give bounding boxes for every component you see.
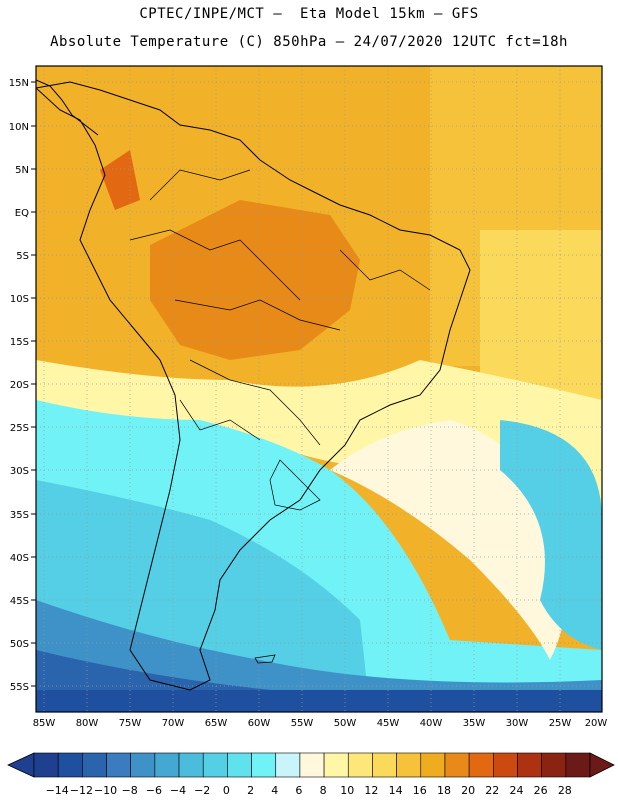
colorbar-swatch [154,752,180,778]
lat-label: 5N [15,165,29,176]
colorbar-label: −2 [194,784,210,797]
lon-label: 65W [205,718,228,729]
lat-label: 15S [10,337,29,348]
colorbar-swatch [251,752,277,778]
coastline-south-america [36,81,471,691]
lat-label: 50S [10,639,29,650]
colorbar-label: 22 [485,784,499,797]
lat-label: 25S [10,423,29,434]
colorbar-label: 24 [509,784,523,797]
lon-label: 85W [33,718,56,729]
colorbar-label: 18 [437,784,451,797]
colorbar-label: 4 [271,784,278,797]
colorbar-swatch [106,752,131,778]
lon-label: 35W [463,718,486,729]
colorbar-label: −6 [146,784,162,797]
colorbar-swatch [82,752,107,778]
lon-label: 75W [119,718,142,729]
colorbar-label: −14 [46,784,69,797]
colorbar-swatch [275,752,301,778]
lat-label: 15N [9,78,29,89]
country-borders [129,169,431,511]
falkland-islands [254,654,276,664]
lon-label: 25W [549,718,572,729]
lat-label: 40S [10,553,29,564]
colorbar-label: 20 [461,784,475,797]
lat-label: 45S [10,596,29,607]
lat-label: 55S [10,682,29,693]
lat-label: EQ [15,208,29,219]
colorbar-high-arrow [589,752,615,778]
colorbar-swatch [323,752,349,778]
colorbar-labels: −14 −12 −10 −8 −6 −4 −2 0 2 4 6 8 10 12 14 16 18 20 22 24 26… [46,784,572,797]
lon-label: 80W [76,718,99,729]
colorbar-label: −10 [94,784,117,797]
colorbar-label: −8 [122,784,138,797]
lon-label: 40W [420,718,443,729]
colorbar [7,752,615,778]
colorbar-label: 8 [320,784,327,797]
colorbar-label: 16 [413,784,427,797]
colorbar-label: 2 [247,784,254,797]
lon-label: 55W [291,718,314,729]
colorbar-swatch [347,752,373,778]
colorbar-swatch [468,752,494,778]
lon-label: 50W [334,718,357,729]
colorbar-label: 26 [534,784,548,797]
lat-label: 5S [16,251,29,262]
latitude-labels: 15N 10N 5N EQ 5S 10S 15S 20S 25S 30S 35S… [9,78,29,693]
lon-label: 30W [506,718,529,729]
colorbar-swatch [420,752,446,778]
colorbar-label: 12 [364,784,378,797]
colorbar-label: 0 [223,784,230,797]
colorbar-swatch [227,752,252,778]
colorbar-swatch [396,752,422,778]
colorbar-label: 6 [295,784,302,797]
lon-label: 70W [162,718,185,729]
colorbar-label: −12 [70,784,93,797]
map-frame [35,65,603,713]
colorbar-swatch [444,752,470,778]
colorbar-swatch [493,752,518,778]
colorbar-swatch [178,752,204,778]
lat-label: 30S [10,466,29,477]
colorbar-label: −4 [170,784,186,797]
colorbar-swatch [372,752,397,778]
colorbar-swatch [299,752,325,778]
coastline-central-america [36,79,99,136]
lat-label: 10S [10,294,29,305]
map-title-line2: Absolute Temperature (C) 850hPa – 24/07/… [50,34,568,50]
lat-label: 10N [9,122,29,133]
colorbar-low-arrow [7,752,35,778]
colorbar-swatch [33,752,59,778]
lat-label: 20S [10,380,29,391]
colorbar-swatch [57,752,83,778]
temperature-field [36,66,602,712]
longitude-labels: 85W 80W 75W 70W 65W 60W 55W 50W 45W 40W … [33,718,608,729]
colorbar-swatch [565,752,591,778]
colorbar-swatch [541,752,567,778]
map-title-line1: CPTEC/INPE/MCT – Eta Model 15km – GFS [139,6,479,22]
lon-label: 60W [248,718,271,729]
colorbar-label: 14 [389,784,403,797]
colorbar-label: 10 [340,784,354,797]
lon-label: 45W [377,718,400,729]
lat-label: 35S [10,510,29,521]
colorbar-swatch [130,752,156,778]
lon-label: 20W [585,718,608,729]
colorbar-swatch [517,752,542,778]
colorbar-swatch [202,752,228,778]
colorbar-label: 28 [558,784,572,797]
